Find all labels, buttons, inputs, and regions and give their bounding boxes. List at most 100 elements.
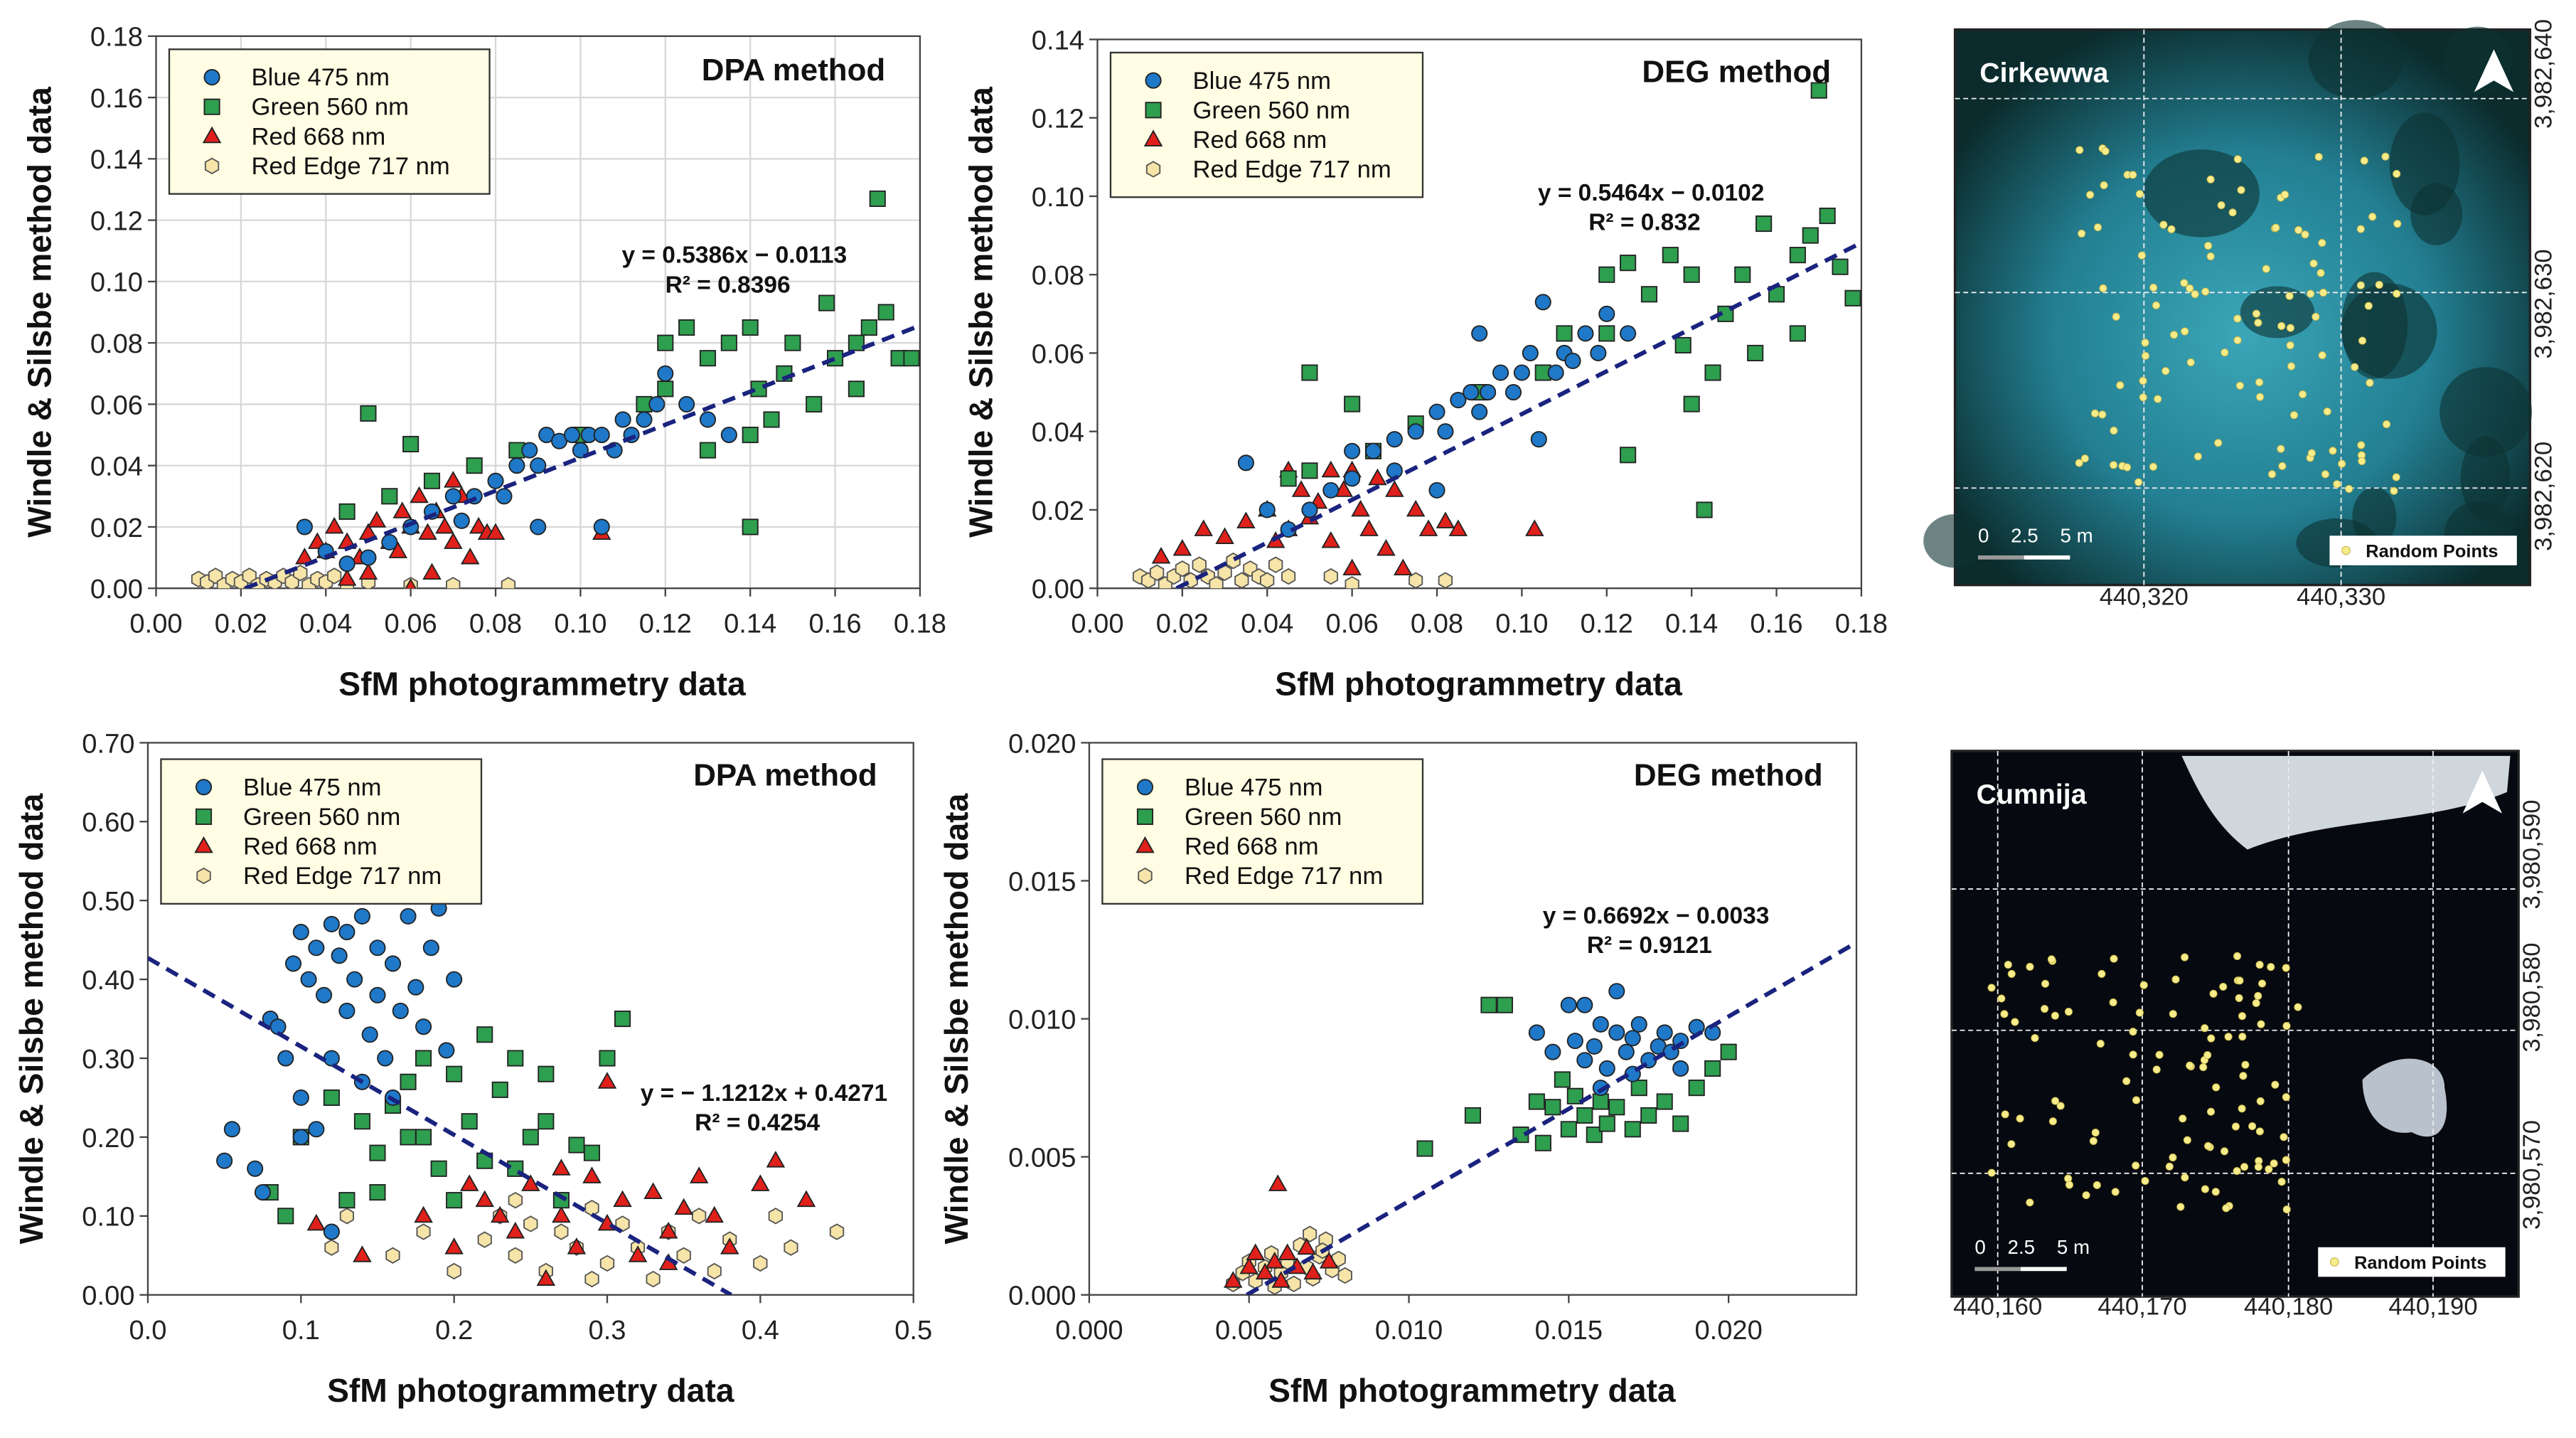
random-point	[2277, 321, 2286, 330]
data-point	[414, 1205, 433, 1223]
y-tick-label: 0.015	[1008, 866, 1076, 897]
x-tick-label: 0.0	[129, 1315, 166, 1346]
random-point	[2181, 953, 2189, 962]
random-point	[2307, 449, 2316, 457]
random-point	[2031, 1034, 2039, 1043]
data-point	[308, 1121, 325, 1138]
y-axis-label: Windle & Silsbe method data	[963, 87, 1000, 538]
map-x-tick-label: 440,330	[2297, 583, 2385, 610]
random-point	[2134, 478, 2143, 486]
data-point	[676, 1247, 691, 1264]
data-point	[538, 1065, 555, 1082]
x-tick-label: 0.02	[215, 609, 267, 639]
data-point	[430, 1160, 447, 1177]
data-point	[1393, 558, 1413, 576]
data-point	[720, 1237, 739, 1255]
data-point	[435, 516, 454, 534]
data-point	[1608, 1024, 1625, 1041]
data-point	[643, 1182, 663, 1199]
data-point	[360, 549, 377, 566]
random-point	[2368, 213, 2377, 221]
data-point	[369, 1144, 386, 1161]
data-point	[1359, 519, 1379, 536]
series-square	[1416, 996, 1737, 1157]
regression-equation: y = − 1.1212x + 0.4271	[641, 1080, 887, 1107]
x-axis-label: SfM photogrammetry data	[327, 1372, 734, 1409]
data-point	[242, 568, 257, 585]
data-point	[1175, 560, 1190, 577]
data-point	[521, 1174, 540, 1191]
data-point	[1528, 1024, 1545, 1041]
data-point	[636, 411, 653, 428]
series-triangle	[306, 1072, 816, 1286]
legend-marker-triangle	[1143, 129, 1163, 147]
data-point	[1547, 364, 1564, 381]
random-point	[2286, 324, 2295, 332]
data-point	[648, 395, 666, 412]
random-point	[2149, 462, 2157, 471]
y-tick-label: 0.70	[82, 728, 134, 759]
random-point	[2041, 1004, 2049, 1013]
random-point	[2097, 969, 2106, 978]
data-point	[1209, 575, 1224, 589]
plot-points	[191, 190, 920, 589]
random-point	[2267, 470, 2277, 479]
data-point	[300, 971, 317, 988]
data-point	[1564, 352, 1581, 370]
x-tick-label: 0.08	[1411, 609, 1463, 639]
x-tick-label: 0.06	[1326, 609, 1379, 639]
random-point	[2110, 461, 2118, 469]
y-tick-label: 0.10	[90, 267, 143, 298]
random-point	[2141, 1177, 2149, 1186]
random-point	[2252, 309, 2261, 318]
data-point	[1802, 227, 1819, 244]
map-image	[1950, 750, 2520, 1298]
y-tick-label: 0.00	[82, 1281, 134, 1311]
random-point	[2248, 1122, 2257, 1131]
series-hexagon	[324, 1191, 845, 1288]
series-circle	[216, 900, 463, 1240]
random-point	[2186, 358, 2195, 367]
data-point	[400, 1129, 417, 1146]
random-point	[2056, 1102, 2065, 1110]
y-tick-label: 0.40	[82, 965, 134, 996]
data-point	[422, 563, 442, 580]
data-point	[1406, 499, 1426, 517]
data-point	[720, 426, 737, 444]
random-point	[2235, 994, 2243, 1002]
x-axis-label: SfM photogrammetry data	[1268, 1372, 1676, 1409]
random-point	[2309, 259, 2318, 268]
data-point	[1149, 564, 1165, 581]
trend-line	[1246, 940, 1856, 1295]
data-point	[530, 457, 547, 474]
data-point	[1534, 294, 1551, 311]
data-point	[554, 1223, 569, 1240]
random-point	[2007, 969, 2016, 978]
r-squared: R² = 0.4254	[695, 1110, 820, 1136]
data-point	[1437, 423, 1454, 440]
legend-marker-hexagon	[1138, 867, 1153, 885]
data-point	[1576, 1107, 1593, 1124]
random-point	[2307, 289, 2315, 298]
data-point	[1704, 1060, 1721, 1077]
random-point	[2167, 225, 2176, 233]
data-point	[1223, 1271, 1243, 1288]
seafloor-patch	[2308, 20, 2405, 100]
data-point	[784, 1239, 798, 1256]
data-point	[415, 1050, 432, 1067]
random-point	[2093, 223, 2102, 232]
data-point	[751, 1174, 770, 1191]
data-point	[699, 411, 717, 428]
x-tick-label: 0.04	[299, 609, 352, 639]
map-legend-box	[2329, 536, 2517, 565]
data-point	[1265, 1252, 1284, 1269]
data-point	[476, 1026, 493, 1043]
data-point	[1513, 364, 1530, 381]
random-point	[2080, 454, 2089, 463]
data-point	[1428, 403, 1445, 420]
data-point	[699, 442, 717, 459]
series-circle	[296, 365, 737, 572]
data-point	[614, 1011, 631, 1028]
random-point	[2214, 439, 2223, 447]
